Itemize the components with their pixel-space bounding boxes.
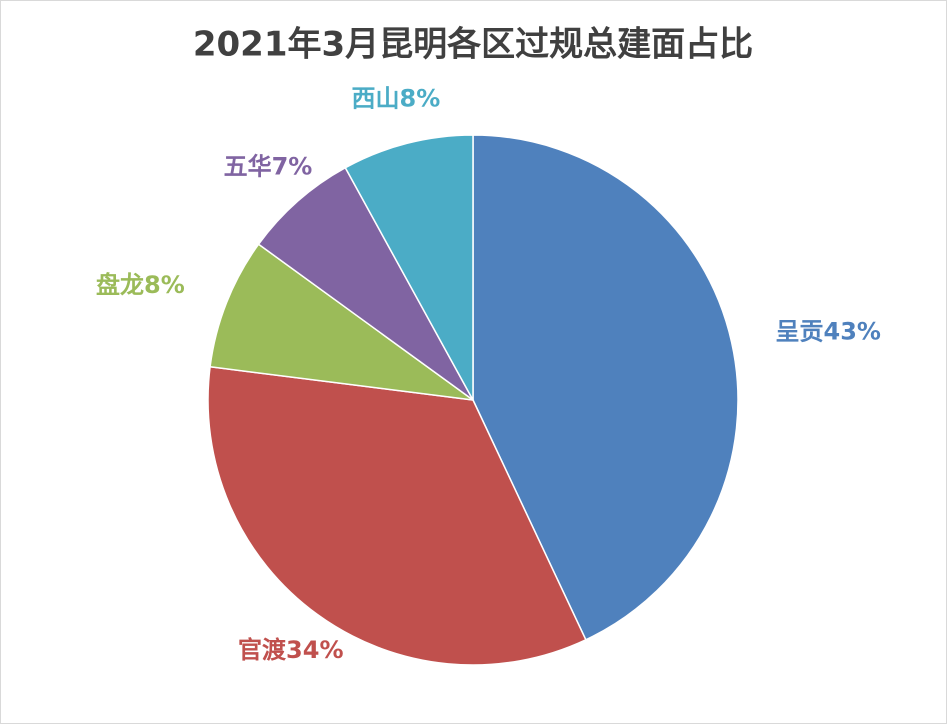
- data-label: 西山8%: [352, 85, 441, 113]
- data-label-category: 官渡: [238, 636, 287, 664]
- data-label: 盘龙8%: [96, 271, 185, 299]
- data-label-value: 43%: [824, 317, 881, 345]
- data-label-value: 34%: [286, 636, 343, 664]
- chart-title: 2021年3月昆明各区过规总建面占比: [193, 25, 753, 65]
- data-label-category: 五华: [224, 152, 272, 180]
- data-label-category: 呈贡: [776, 317, 824, 345]
- pie-slice: [344, 134, 474, 401]
- data-label-value: 8%: [400, 85, 441, 113]
- data-label: 官渡34%: [238, 636, 343, 664]
- data-label: 五华7%: [224, 152, 313, 180]
- data-label-value: 8%: [144, 271, 185, 299]
- pie-slice: [472, 134, 739, 641]
- pie-slice: [257, 166, 474, 401]
- pie-slice: [209, 243, 474, 401]
- data-label-value: 7%: [272, 152, 313, 180]
- data-label: 呈贡43%: [776, 317, 881, 345]
- pie-slice: [207, 365, 587, 666]
- data-label-category: 西山: [352, 85, 400, 113]
- data-label-category: 盘龙: [96, 271, 144, 299]
